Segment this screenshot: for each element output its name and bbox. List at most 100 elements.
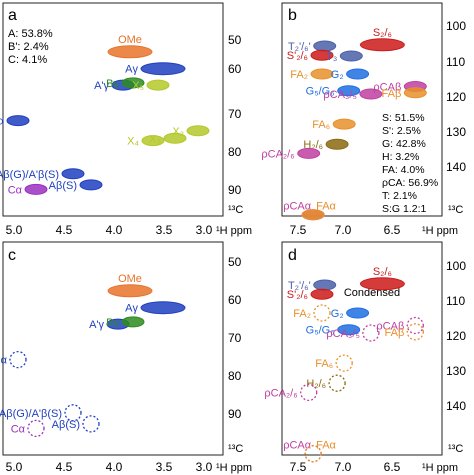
panel-a-xtick-2: 4.0	[106, 223, 123, 237]
panel-d-ytick-1: 110	[446, 294, 465, 308]
panel-a-ytick-3: 80	[228, 145, 242, 159]
panel-b-peak-14	[301, 209, 325, 221]
panel-c-ytick-2: 70	[228, 331, 242, 345]
panel-a-peak-8	[146, 79, 170, 91]
panel-a-x-unit: ¹H ppm	[216, 225, 252, 237]
panel-d-peak-label-8: ρCA₃/₅	[326, 328, 360, 340]
panel-d-peak-label-10: H₂/₆	[306, 378, 326, 390]
panel-c-x-ticks: 5.0 4.5 4.0 3.5 3.0	[6, 460, 213, 474]
panel-a-peak-10	[163, 132, 187, 144]
panel-b-peak-label-2: S'₂/₆	[287, 50, 308, 62]
panel-a-xtick-3: 3.5	[156, 223, 173, 237]
panel-a-xtick-0: 5.0	[6, 223, 23, 237]
panel-d-peak-4	[346, 307, 370, 319]
panel-b-xtick-0: 7.5	[290, 223, 307, 237]
panel-b-x-unit: ¹H ppm	[422, 225, 458, 237]
panel-b-peak-0	[359, 38, 405, 52]
panel-b-stat-6: T: 2.1%	[382, 190, 417, 202]
panel-b-peak-2	[310, 49, 334, 61]
panel-d-peak-label-2: S'₂/₆	[287, 289, 308, 301]
panel-a-peak-label-8: X₅	[132, 80, 144, 92]
panel-d-peak-9	[335, 354, 353, 372]
panel-c-peaks: OMe A'γ Aγ Bγ Aα/A'α Aβ(G)/A'β(S)Aβ(S) Cα	[0, 273, 186, 438]
panel-a-peak-7	[24, 183, 48, 195]
panel-b-peak-label-4: FA₂	[290, 69, 308, 81]
panel-b-peak-8	[337, 85, 361, 97]
panel-b-peak-label-14: FAα	[316, 201, 336, 213]
panel-b-peak-label-1: T₂'/₆'	[288, 41, 311, 53]
panel-a-frame	[2, 2, 224, 217]
panel-a-peak-9	[186, 125, 210, 137]
panel-b-peak-label-3: T₃	[326, 51, 337, 63]
panel-d-peak-label-0: S₂/₆	[373, 266, 392, 278]
panel-c-x-unit: ¹H ppm	[216, 462, 252, 474]
panel-c-peak-label-0: OMe	[118, 273, 142, 285]
panel-d-xtick-1: 7.0	[335, 460, 352, 474]
panel-a-peak-6	[79, 179, 103, 191]
panel-a-peak-4	[6, 115, 30, 127]
panel-a-peak-0	[107, 45, 153, 59]
panel-a-peak-label-2: Aγ	[125, 64, 138, 76]
panel-d-peak-3	[313, 304, 331, 322]
panel-b-peak-label-9: ρCA₃/₅	[323, 89, 357, 101]
panel-d-peak-7	[337, 324, 361, 336]
panel-d-peak-label-4: G₂	[331, 308, 344, 320]
panel-a: a A: 53.8% B': 2.4% C: 4.1% 5.0 4.5 4.0 …	[0, 2, 252, 237]
panel-a-ytick-0: 50	[228, 33, 242, 47]
panel-c-peak-0	[107, 284, 153, 298]
panel-a-stat-2: C: 4.1%	[8, 54, 47, 66]
panel-c-ytick-1: 60	[228, 293, 242, 307]
panel-c-peak-5	[64, 404, 82, 422]
panel-d-peak-label-13: FAα	[316, 440, 336, 452]
panel-b-ytick-1: 110	[446, 55, 465, 69]
panel-b-peak-11	[325, 138, 349, 150]
panel-b-stat-7: S:G 1.2:1	[382, 203, 427, 215]
panel-b-y-ticks: 100 110 120 130 140	[446, 19, 466, 174]
panel-a-peak-label-6: Aβ(S)	[49, 180, 77, 192]
panel-c-peak-label-3: Bγ	[106, 317, 119, 329]
panel-d-peak-label-5: ρCAβ	[376, 321, 404, 333]
panel-a-peak-label-4: Aα/A'α	[0, 116, 5, 128]
panel-b-peak-label-13: ρCAα	[283, 201, 312, 213]
panel-b-peak-label-12: ρCA₂/₆	[261, 148, 294, 160]
panel-c-peak-3	[121, 316, 145, 328]
panel-b-x-ticks: 7.5 7.0 6.5	[290, 223, 401, 237]
panel-a-peak-label-7: Cα	[8, 184, 23, 196]
panel-d-peak-label-3: FA₂	[293, 308, 311, 320]
panel-b-stats: S: 51.5% S': 2.5% G: 42.8% H: 3.2% FA: 4…	[382, 112, 438, 215]
panel-b-xtick-2: 6.5	[384, 223, 401, 237]
panel-a-peak-3	[121, 77, 145, 89]
panel-d-peak-label-6: FAβ	[385, 327, 405, 339]
panel-b-peak-label-7: FAβ	[382, 88, 402, 100]
panel-a-ytick-1: 60	[228, 62, 242, 76]
panel-d-ytick-0: 100	[446, 259, 466, 273]
panel-c-peak-label-6: Aβ(S)	[52, 419, 80, 431]
panel-d-xtick-2: 6.5	[384, 460, 401, 474]
panel-d-peak-13	[304, 445, 322, 463]
panel-b: b S: 51.5% S': 2.5% G: 42.8% H: 3.2% FA:…	[261, 2, 466, 237]
panel-c-peak-label-5: Aβ(G)/A'β(S)	[0, 408, 62, 420]
panel-b-y-unit: ¹³C	[448, 204, 463, 216]
panel-d-x-ticks: 7.5 7.0 6.5	[290, 460, 401, 474]
panel-b-peak-label-10: FA₆	[312, 119, 330, 131]
panel-b-peak-label-8: G₅/G₆	[306, 86, 335, 98]
panel-d-peak-label-1: T₂'/₆'	[288, 280, 311, 292]
panel-a-peak-2	[140, 62, 186, 76]
panel-a-ytick-4: 90	[228, 183, 242, 197]
panel-a-peak-5	[61, 168, 85, 180]
panel-c: c 5.0 4.5 4.0 3.5 3.0 ¹H ppm 50 60 70 80…	[0, 241, 252, 474]
panel-d-peak-label-12: ρCAα	[283, 440, 312, 452]
panel-a-peak-11	[141, 135, 165, 147]
panel-c-peak-label-2: Aγ	[125, 303, 138, 315]
panel-a-label: a	[8, 7, 17, 24]
panel-d-y-ticks: 100 110 120 130 140	[446, 259, 466, 413]
panel-c-label: c	[8, 247, 16, 264]
panel-a-peak-label-1: A'γ	[94, 80, 109, 92]
panel-b-ytick-4: 140	[446, 160, 466, 174]
panel-b-ytick-2: 120	[446, 90, 466, 104]
panel-c-peak-4	[9, 350, 27, 369]
panel-a-stat-0: A: 53.8%	[8, 28, 53, 40]
